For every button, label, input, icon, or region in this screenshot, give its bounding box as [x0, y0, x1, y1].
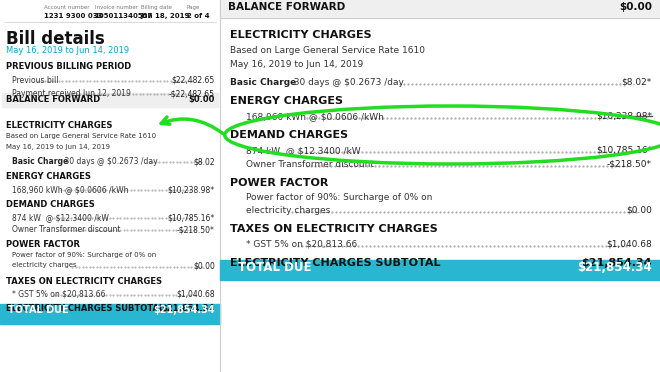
- Text: 105011340557: 105011340557: [94, 13, 152, 19]
- Text: TOTAL DUE: TOTAL DUE: [238, 261, 312, 274]
- Text: $1,040.68: $1,040.68: [176, 290, 214, 299]
- Text: 2 of 4: 2 of 4: [187, 13, 209, 19]
- Text: Owner Transformer discount: Owner Transformer discount: [12, 225, 121, 234]
- Text: POWER FACTOR: POWER FACTOR: [230, 178, 328, 188]
- Text: ENERGY CHARGES: ENERGY CHARGES: [6, 172, 91, 181]
- Text: Previous bill: Previous bill: [12, 76, 59, 85]
- Text: Account number: Account number: [44, 5, 90, 10]
- Text: 30 days @ $0.2673 /day: 30 days @ $0.2673 /day: [288, 78, 404, 87]
- Text: electricity charges: electricity charges: [12, 262, 77, 268]
- Text: $10,238.98*: $10,238.98*: [596, 112, 652, 121]
- Text: 1231 9300 033: 1231 9300 033: [44, 13, 102, 19]
- Text: 30 days @ $0.2673 /day: 30 days @ $0.2673 /day: [62, 157, 158, 166]
- Text: $10,785.16*: $10,785.16*: [168, 213, 215, 222]
- Text: Owner Transformer discount: Owner Transformer discount: [246, 160, 374, 169]
- Text: $1,040.68: $1,040.68: [607, 240, 652, 249]
- Text: $21,854.34: $21,854.34: [581, 258, 652, 268]
- Text: DEMAND CHARGES: DEMAND CHARGES: [230, 130, 348, 140]
- Text: Basic Charge: Basic Charge: [12, 157, 68, 166]
- Text: 874 kW  @ $12.3400 /kW: 874 kW @ $12.3400 /kW: [12, 213, 109, 222]
- Text: TAXES ON ELECTRICITY CHARGES: TAXES ON ELECTRICITY CHARGES: [6, 277, 162, 286]
- Text: $10,238.98*: $10,238.98*: [168, 185, 215, 194]
- Text: Invoice number: Invoice number: [94, 5, 137, 10]
- Text: TOTAL DUE: TOTAL DUE: [8, 305, 69, 315]
- Text: POWER FACTOR: POWER FACTOR: [6, 240, 80, 249]
- Text: Power factor of 90%: Surcharge of 0% on: Power factor of 90%: Surcharge of 0% on: [12, 252, 156, 258]
- Text: Power factor of 90%: Surcharge of 0% on: Power factor of 90%: Surcharge of 0% on: [246, 193, 432, 202]
- Text: ELECTRICITY CHARGES: ELECTRICITY CHARGES: [6, 121, 112, 130]
- Text: 168,960 kWh @ $0.0606 /kWh: 168,960 kWh @ $0.0606 /kWh: [12, 185, 129, 194]
- Text: BALANCE FORWARD: BALANCE FORWARD: [228, 2, 345, 12]
- Text: $21,854.34: $21,854.34: [578, 261, 652, 274]
- Text: May 16, 2019 to Jun 14, 2019: May 16, 2019 to Jun 14, 2019: [6, 46, 129, 55]
- Text: 874 kW  @ $12.3400 /kW: 874 kW @ $12.3400 /kW: [246, 146, 360, 155]
- Text: 168,960 kWh @ $0.0606 /kWh: 168,960 kWh @ $0.0606 /kWh: [246, 112, 383, 121]
- Text: -$218.50*: -$218.50*: [177, 225, 215, 234]
- Text: Bill details: Bill details: [6, 30, 105, 48]
- Text: Payment received Jun 12, 2019: Payment received Jun 12, 2019: [12, 89, 131, 98]
- Text: $0.00: $0.00: [193, 262, 215, 271]
- Text: BALANCE FORWARD: BALANCE FORWARD: [6, 95, 100, 104]
- Text: $8.02: $8.02: [193, 157, 214, 166]
- Text: ENERGY CHARGES: ENERGY CHARGES: [230, 96, 343, 106]
- Text: -$218.50*: -$218.50*: [607, 160, 652, 169]
- Text: $21,854.34: $21,854.34: [153, 305, 214, 315]
- Text: * GST 5% on $20,813.66: * GST 5% on $20,813.66: [246, 240, 357, 249]
- Text: ELECTRICITY CHARGES: ELECTRICITY CHARGES: [230, 30, 372, 40]
- Bar: [2, 93, 218, 107]
- Text: Basic Charge: Basic Charge: [230, 78, 296, 87]
- Text: $0.00: $0.00: [188, 95, 215, 104]
- Text: $8.02*: $8.02*: [622, 78, 652, 87]
- Text: $0.00: $0.00: [626, 206, 652, 215]
- Text: PREVIOUS BILLING PERIOD: PREVIOUS BILLING PERIOD: [6, 62, 131, 71]
- Text: * GST 5% on $20,813.66: * GST 5% on $20,813.66: [12, 290, 106, 299]
- Text: $0.00: $0.00: [619, 2, 652, 12]
- Text: TAXES ON ELECTRICITY CHARGES: TAXES ON ELECTRICITY CHARGES: [230, 224, 438, 234]
- Text: $21,854.34: $21,854.34: [162, 304, 214, 313]
- Bar: [0, 304, 220, 324]
- Text: Page: Page: [187, 5, 200, 10]
- Bar: [220, 0, 660, 18]
- Text: ELECTRICITY CHARGES SUBTOTAL: ELECTRICITY CHARGES SUBTOTAL: [6, 304, 164, 313]
- Text: Jun 18, 2019: Jun 18, 2019: [141, 13, 190, 19]
- Text: DEMAND CHARGES: DEMAND CHARGES: [6, 200, 95, 209]
- Text: Based on Large General Service Rate 1610: Based on Large General Service Rate 1610: [6, 133, 156, 139]
- Text: Based on Large General Service Rate 1610: Based on Large General Service Rate 1610: [230, 46, 425, 55]
- Text: -$22,482.65: -$22,482.65: [169, 89, 214, 98]
- Text: ELECTRICITY CHARGES SUBTOTAL: ELECTRICITY CHARGES SUBTOTAL: [230, 258, 440, 268]
- Bar: [220, 260, 660, 280]
- Text: Billing date: Billing date: [141, 5, 172, 10]
- Text: $10,785.16*: $10,785.16*: [596, 146, 652, 155]
- Text: $22,482.65: $22,482.65: [172, 76, 214, 85]
- Text: May 16, 2019 to Jun 14, 2019: May 16, 2019 to Jun 14, 2019: [6, 144, 110, 150]
- Text: May 16, 2019 to Jun 14, 2019: May 16, 2019 to Jun 14, 2019: [230, 60, 363, 69]
- Text: electricity charges: electricity charges: [246, 206, 330, 215]
